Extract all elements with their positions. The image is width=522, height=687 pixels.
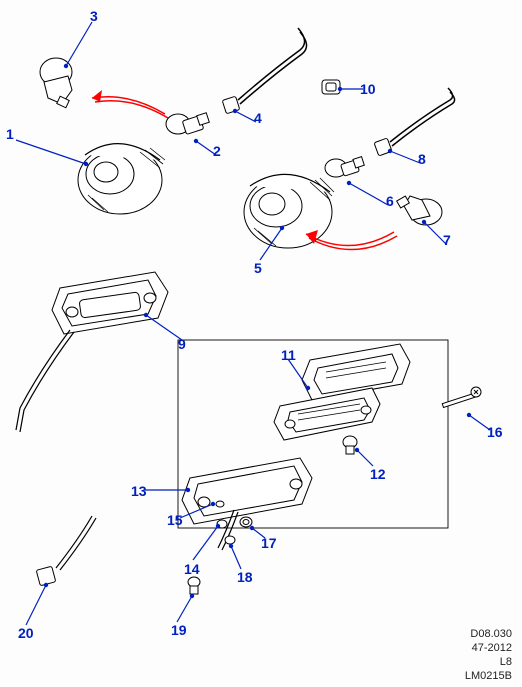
callout-1: 1	[6, 126, 14, 142]
callout-4: 4	[254, 110, 262, 126]
part-nut-17	[240, 517, 252, 527]
callout-2: 2	[213, 143, 221, 159]
part-socket-6	[325, 157, 364, 177]
part-lamp-1	[78, 144, 165, 214]
part-eyelet-15	[216, 501, 224, 507]
callout-3: 3	[90, 8, 98, 24]
callout-13: 13	[131, 483, 147, 499]
part-washer-18	[225, 536, 235, 544]
part-clip-10	[322, 80, 340, 94]
part-socket-2	[166, 113, 209, 135]
footer-code2: 47-2012	[472, 642, 512, 654]
part-small-bulb-12	[343, 436, 357, 454]
callout-12: 12	[370, 466, 386, 482]
callout-20: 20	[18, 625, 34, 641]
callout-6: 6	[386, 193, 394, 209]
part-lamp-5	[244, 174, 334, 248]
callout-7: 7	[443, 232, 451, 248]
callout-17: 17	[261, 535, 277, 551]
part-bulb-7	[397, 196, 442, 225]
footer-code4: LM0215B	[465, 670, 512, 682]
part-housing-13	[182, 458, 312, 550]
callout-10: 10	[360, 81, 376, 97]
part-connector-20	[36, 516, 96, 586]
callout-11: 11	[281, 347, 296, 363]
diagram-svg	[0, 0, 522, 687]
part-plate-lamp-9	[16, 272, 168, 432]
part-connector-8	[374, 88, 455, 156]
callout-8: 8	[418, 151, 426, 167]
part-bulb-19	[188, 577, 200, 594]
parts-diagram: 1234567891011121314151617181920 D08.030 …	[0, 0, 522, 687]
callout-9: 9	[178, 336, 186, 352]
footer-code3: L8	[500, 656, 512, 668]
callout-14: 14	[184, 561, 200, 577]
part-connector-4	[222, 28, 306, 114]
callout-16: 16	[487, 424, 503, 440]
callout-19: 19	[171, 622, 187, 638]
callout-15: 15	[167, 512, 183, 528]
callout-5: 5	[254, 260, 262, 276]
footer-code1: D08.030	[470, 628, 512, 640]
callout-18: 18	[237, 569, 253, 585]
